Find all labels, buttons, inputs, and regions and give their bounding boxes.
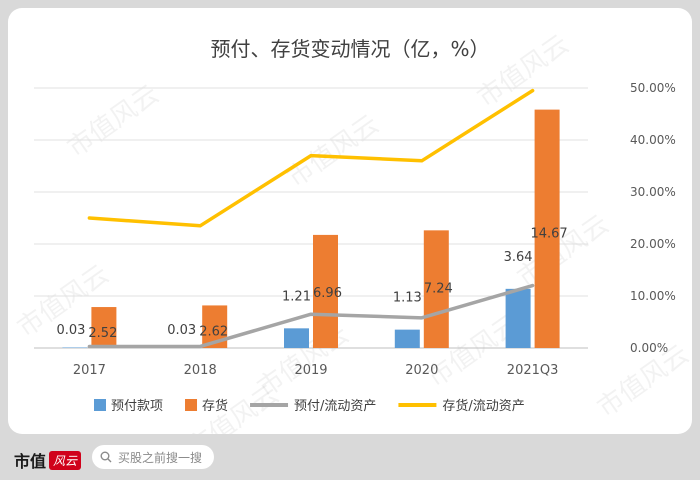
bar-data-label: 1.13 bbox=[393, 291, 422, 306]
bar-data-label: 2.52 bbox=[88, 326, 117, 341]
bar-prepaid bbox=[284, 328, 309, 348]
lines-layer bbox=[87, 88, 535, 349]
bar-data-label: 14.67 bbox=[530, 227, 567, 242]
bar-prepaid bbox=[505, 288, 531, 348]
chart-title: 预付、存货变动情况（亿，%） bbox=[210, 37, 489, 61]
bar-data-label: 6.96 bbox=[313, 286, 342, 301]
brand-logo: 市值 风云 bbox=[14, 448, 82, 472]
right-axis-tick-label: 30.00% bbox=[630, 185, 676, 199]
right-axis-tick-label: 50.00% bbox=[630, 81, 676, 95]
bar-inventory bbox=[534, 109, 560, 348]
legend-swatch bbox=[94, 399, 106, 411]
bar-prepaid bbox=[394, 329, 420, 348]
right-axis-tick-label: 0.00% bbox=[630, 341, 668, 355]
bar-data-label: 1.21 bbox=[282, 289, 311, 304]
x-axis-tick-label: 2021Q3 bbox=[507, 363, 559, 378]
search-icon bbox=[100, 451, 112, 463]
legend-label: 存货/流动资产 bbox=[442, 398, 524, 414]
legend-label: 存货 bbox=[202, 398, 228, 414]
legend-label: 预付款项 bbox=[111, 399, 163, 414]
x-axis-ticks: 2017 2018 2019 2020 2021Q3 bbox=[73, 363, 559, 378]
chart-card: 市值风云 市值风云 市值风云 市值风云 市值风云 市值风云 市值风云 市值风云 市值风云 预付、… bbox=[8, 8, 692, 434]
brand-mark: 风云 bbox=[49, 450, 82, 470]
right-axis-tick-label: 40.00% bbox=[630, 133, 676, 147]
x-axis-tick-label: 2018 bbox=[184, 363, 217, 378]
bar-data-label: 0.03 bbox=[167, 323, 196, 338]
x-axis-tick-label: 2019 bbox=[294, 363, 327, 378]
bar-inventory bbox=[313, 234, 338, 348]
bar-prepaid bbox=[62, 347, 88, 348]
bar-data-label: 3.64 bbox=[504, 250, 533, 265]
legend: 预付款项 存货 预付/流动资产 存货/流动资产 bbox=[94, 398, 525, 414]
bar-data-label: 0.03 bbox=[56, 323, 85, 338]
x-axis-tick-label: 2017 bbox=[73, 363, 106, 378]
bar-data-label: 7.24 bbox=[424, 281, 453, 296]
right-axis-ticks: 0.00% 10.00% 20.00% 30.00% 40.00% 50.00% bbox=[630, 81, 676, 355]
watermark-text: 市值风云 bbox=[282, 109, 384, 193]
watermark-text: 市值风云 bbox=[62, 79, 164, 163]
x-axis-tick-label: 2020 bbox=[405, 363, 438, 378]
line-series-prepaid-ratio bbox=[87, 283, 535, 349]
bar-inventory bbox=[423, 230, 449, 348]
legend-swatch bbox=[185, 399, 198, 411]
bar-data-label: 2.62 bbox=[199, 324, 228, 339]
bar-inventory bbox=[91, 307, 117, 348]
legend-label: 预付/流动资产 bbox=[294, 399, 376, 414]
right-axis-tick-label: 10.00% bbox=[630, 289, 676, 303]
line-series-inventory-ratio bbox=[87, 88, 535, 228]
footer: 市值 风云 买股之前搜一搜 bbox=[0, 438, 700, 480]
right-axis-tick-label: 20.00% bbox=[630, 237, 676, 251]
bars-layer bbox=[62, 109, 560, 348]
search-placeholder: 买股之前搜一搜 bbox=[118, 450, 203, 465]
search-bar[interactable]: 买股之前搜一搜 bbox=[92, 445, 214, 469]
brand-name: 市值 bbox=[14, 452, 47, 471]
bar-labels-layer: 0.03 0.03 1.21 1.13 3.64 2.52 2.62 6.96 7.24 14.6… bbox=[56, 227, 567, 341]
